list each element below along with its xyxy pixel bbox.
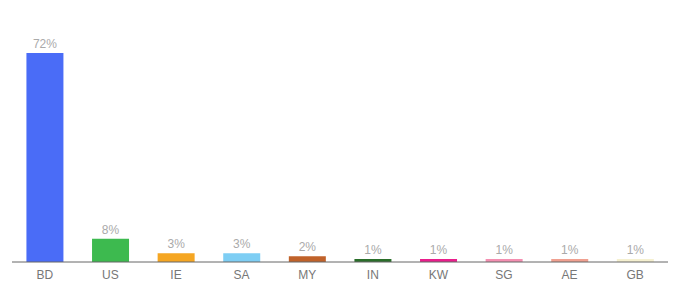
svg-text:2%: 2% (299, 240, 317, 254)
svg-text:AE: AE (562, 268, 578, 282)
svg-text:3%: 3% (167, 237, 185, 251)
svg-text:SG: SG (495, 268, 512, 282)
svg-text:US: US (102, 268, 119, 282)
svg-text:1%: 1% (495, 243, 513, 257)
svg-text:1%: 1% (364, 243, 382, 257)
svg-text:BD: BD (36, 268, 53, 282)
svg-text:IN: IN (367, 268, 379, 282)
svg-text:IE: IE (170, 268, 181, 282)
svg-text:KW: KW (429, 268, 449, 282)
svg-text:72%: 72% (33, 37, 57, 51)
svg-text:SA: SA (234, 268, 250, 282)
svg-text:3%: 3% (233, 237, 251, 251)
svg-text:MY: MY (298, 268, 316, 282)
svg-text:1%: 1% (430, 243, 448, 257)
svg-text:1%: 1% (561, 243, 579, 257)
svg-text:8%: 8% (102, 223, 120, 237)
svg-text:1%: 1% (627, 243, 645, 257)
svg-text:GB: GB (627, 268, 644, 282)
